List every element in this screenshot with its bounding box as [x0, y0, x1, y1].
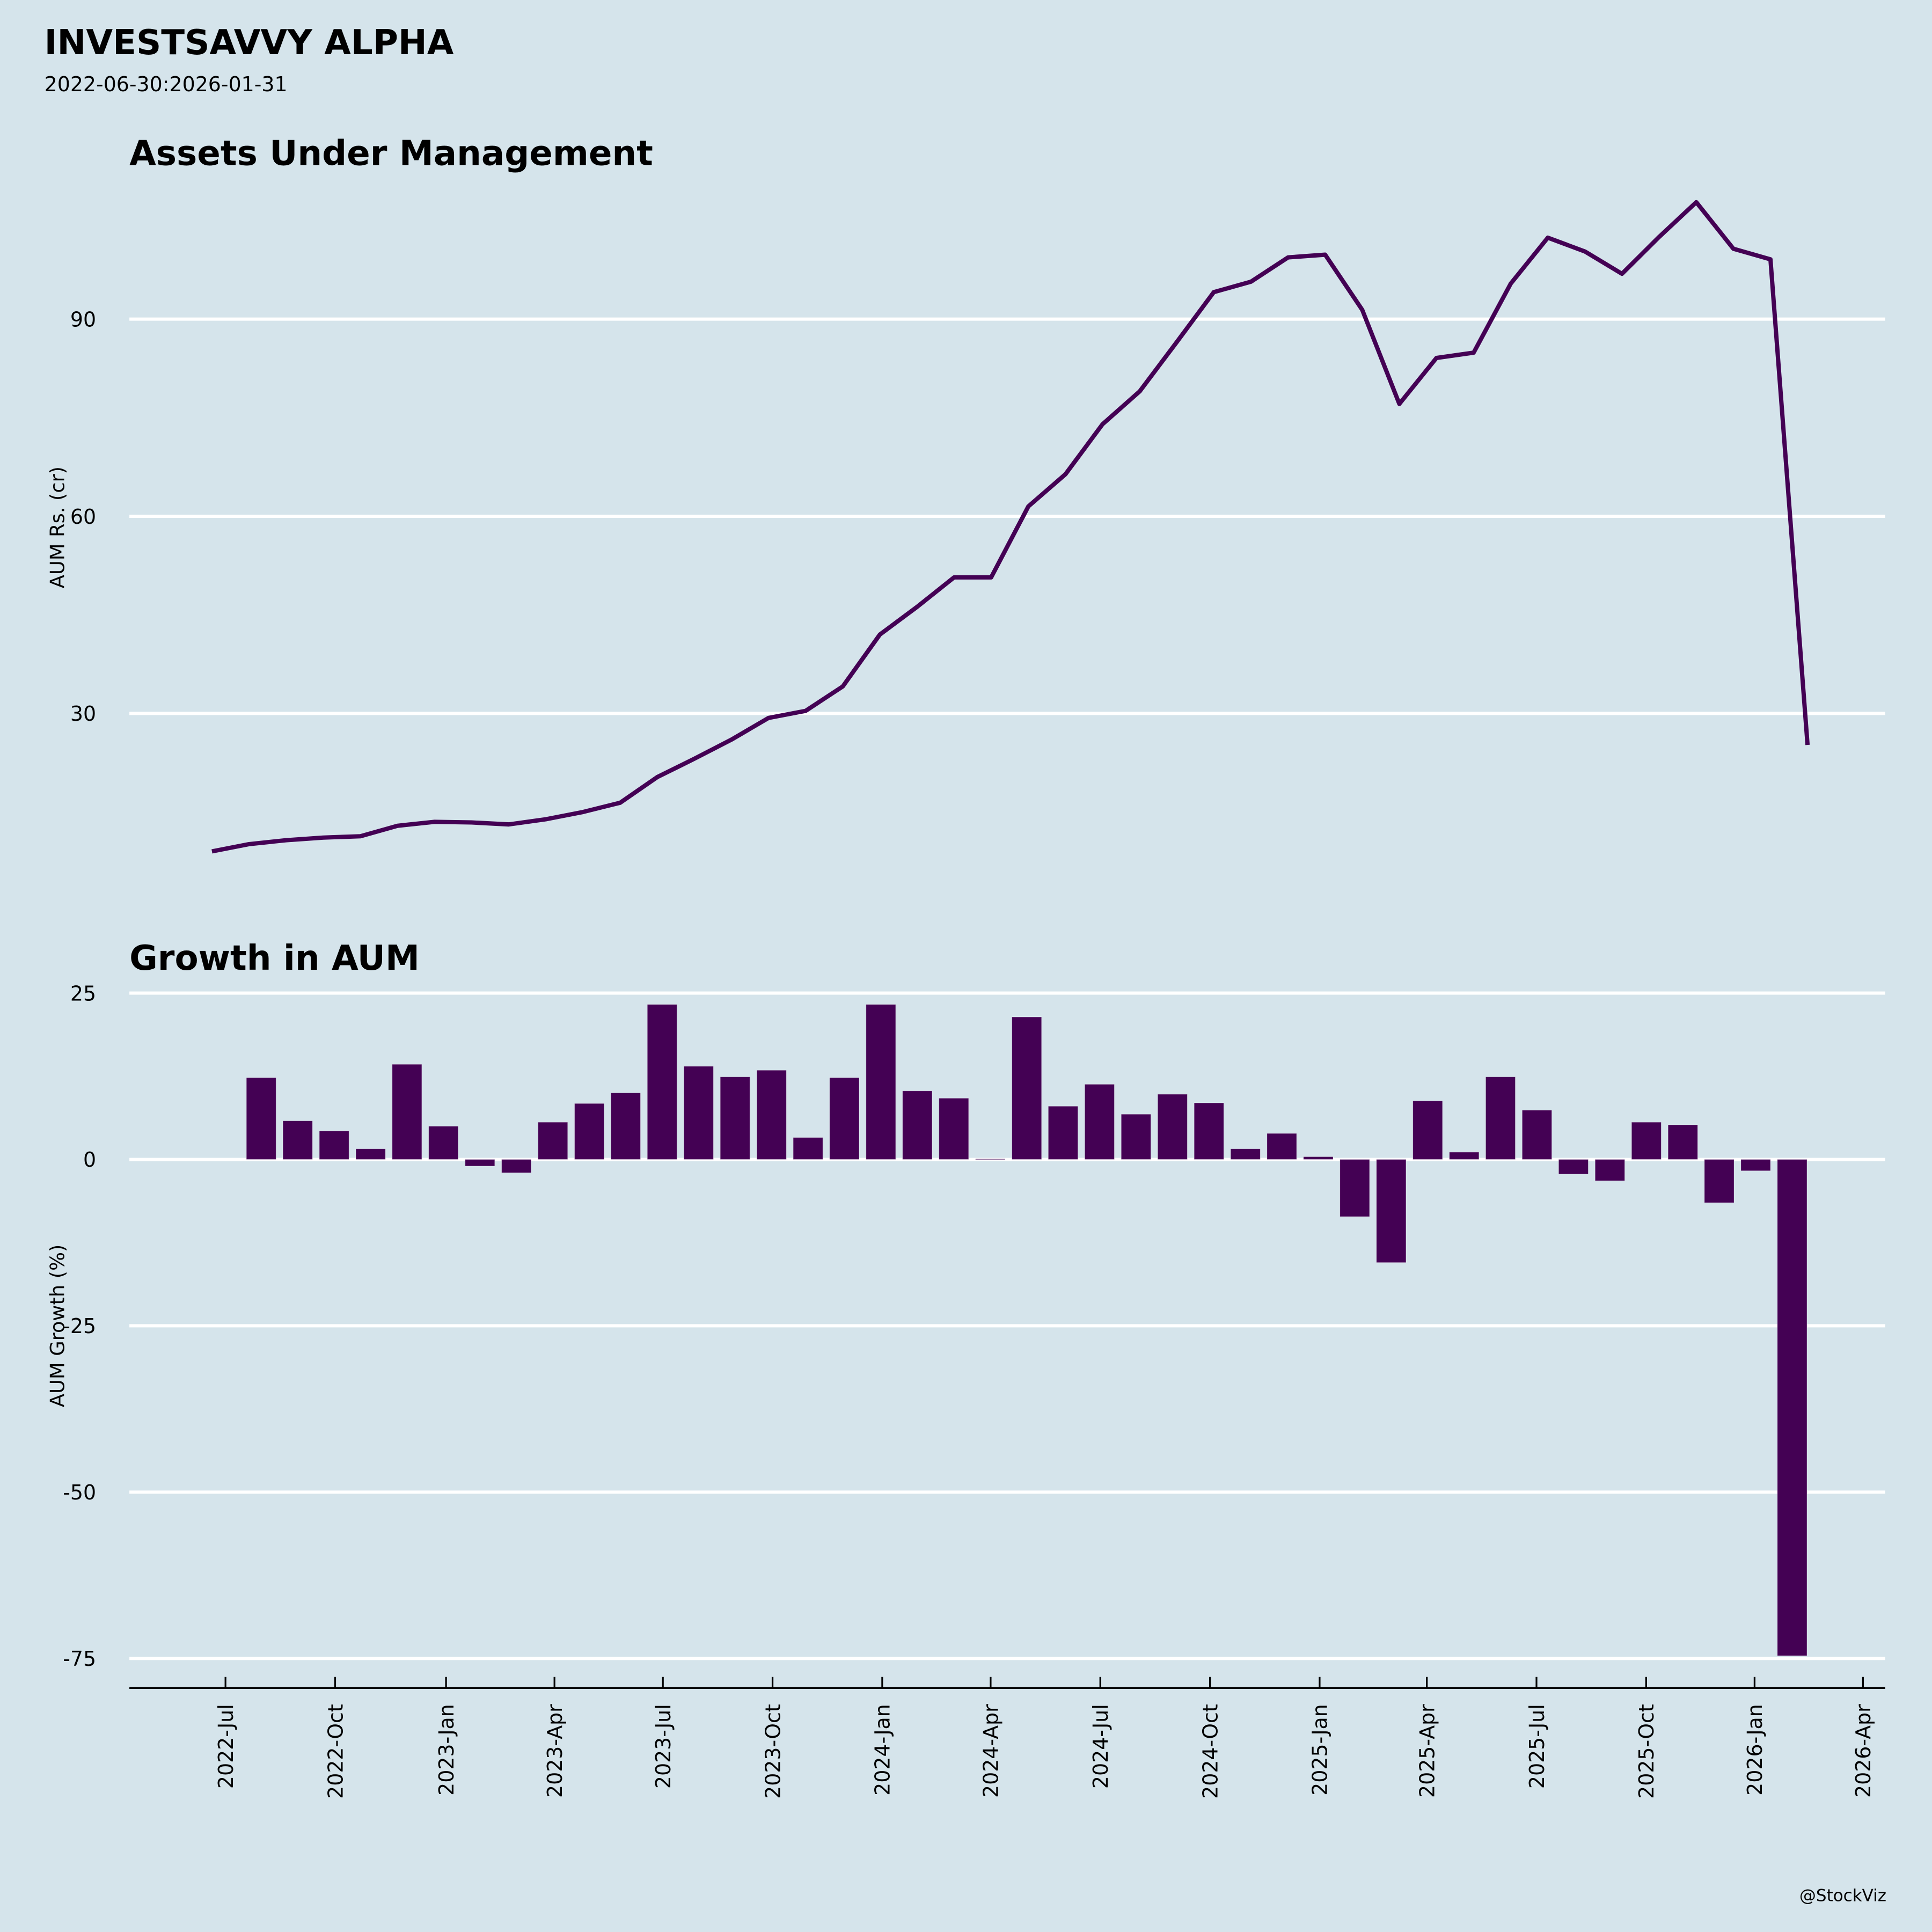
- growth-y-tick-label: -50: [63, 1481, 96, 1504]
- growth-bar: [1631, 1122, 1662, 1160]
- aum-panel: Assets Under Management 30 60 90 AUM Rs. (…: [46, 134, 1885, 854]
- growth-y-tick-label: -75: [63, 1647, 96, 1671]
- aum-y-tick-label: 90: [70, 308, 96, 331]
- growth-bar: [1449, 1152, 1480, 1160]
- aum-chart-title: Assets Under Management: [129, 134, 653, 174]
- growth-bar: [282, 1121, 313, 1160]
- growth-y-axis-label: AUM Growth (%): [46, 1245, 69, 1407]
- growth-y-tick-labels: 25 0 -25 -50 -75: [63, 982, 96, 1671]
- aum-y-tick-label: 60: [70, 505, 96, 529]
- x-tick-label: 2025-Apr: [1415, 1704, 1439, 1798]
- x-tick-label: 2026-Jan: [1743, 1704, 1767, 1796]
- growth-bar: [501, 1159, 532, 1173]
- growth-bar: [1558, 1159, 1589, 1175]
- growth-bar: [1740, 1159, 1771, 1172]
- growth-bar: [720, 1077, 750, 1160]
- x-tick-label: 2022-Oct: [324, 1704, 347, 1799]
- x-tick-label: 2023-Jan: [435, 1704, 458, 1796]
- growth-bar: [574, 1103, 605, 1160]
- x-tick-label: 2023-Jul: [652, 1704, 675, 1789]
- x-tick-label: 2026-Apr: [1851, 1704, 1875, 1798]
- x-tick-label: 2023-Oct: [761, 1704, 785, 1799]
- x-axis-ticks: 2022-Jul 2022-Oct 2023-Jan 2023-Apr 2023-Jul…: [214, 1677, 1875, 1799]
- growth-gridlines: [129, 991, 1885, 1660]
- aum-y-tick-label: 30: [70, 702, 96, 726]
- growth-bar: [1704, 1159, 1735, 1203]
- growth-bar: [647, 1004, 677, 1160]
- growth-bar: [1594, 1159, 1625, 1181]
- growth-bar: [1521, 1110, 1552, 1160]
- aum-data-points: [211, 202, 1808, 852]
- growth-chart-title: Growth in AUM: [129, 938, 420, 978]
- growth-bar: [939, 1097, 969, 1160]
- x-tick-label: 2025-Jan: [1308, 1704, 1332, 1796]
- growth-bar: [1048, 1106, 1078, 1160]
- growth-bar: [756, 1070, 787, 1160]
- page-title: INVESTSAVVY ALPHA: [45, 23, 454, 63]
- growth-bar: [465, 1159, 495, 1167]
- growth-y-tick-label: 25: [70, 982, 96, 1005]
- x-tick-label: 2025-Jul: [1525, 1704, 1549, 1789]
- growth-bar: [1121, 1114, 1151, 1160]
- growth-y-tick-label: 0: [83, 1148, 96, 1172]
- growth-bar: [1485, 1077, 1516, 1160]
- growth-bar: [683, 1066, 714, 1160]
- growth-bar: [1012, 1016, 1042, 1160]
- x-tick-label: 2024-Jan: [871, 1704, 895, 1796]
- growth-bar: [1230, 1148, 1261, 1160]
- x-tick-label: 2023-Apr: [543, 1704, 567, 1798]
- growth-bar: [355, 1148, 386, 1160]
- date-range: 2022-06-30:2026-01-31: [45, 72, 288, 96]
- growth-panel: Growth in AUM 25 0 -25 -50 -75 AUM Growth (%…: [46, 938, 1885, 1799]
- aum-y-axis-label: AUM Rs. (cr): [46, 466, 69, 588]
- growth-bar: [866, 1004, 896, 1160]
- growth-bar: [246, 1077, 276, 1160]
- growth-bar: [1777, 1159, 1807, 1656]
- growth-bar: [1340, 1159, 1370, 1217]
- growth-bar: [1267, 1133, 1297, 1160]
- growth-y-tick-label: -25: [63, 1314, 96, 1338]
- x-tick-label: 2024-Oct: [1198, 1704, 1222, 1799]
- growth-bar: [902, 1091, 933, 1160]
- aum-line-series: [211, 200, 1810, 854]
- footer-credit: @StockViz: [1799, 1886, 1886, 1906]
- x-tick-label: 2024-Apr: [979, 1704, 1003, 1798]
- aum-gridlines: [129, 317, 1885, 715]
- growth-bar: [392, 1064, 422, 1160]
- x-tick-label: 2024-Jul: [1089, 1704, 1113, 1789]
- growth-bar: [1157, 1094, 1188, 1160]
- growth-bar: [1194, 1102, 1224, 1160]
- growth-bar: [1084, 1084, 1115, 1160]
- growth-bar: [428, 1126, 459, 1160]
- growth-bar: [829, 1077, 860, 1160]
- growth-bar: [610, 1093, 641, 1160]
- x-tick-label: 2022-Jul: [214, 1704, 238, 1789]
- growth-bar: [1376, 1159, 1407, 1263]
- x-tick-label: 2025-Oct: [1635, 1704, 1658, 1799]
- growth-bar: [1303, 1156, 1334, 1160]
- growth-bar: [1413, 1100, 1443, 1160]
- growth-bar: [793, 1137, 823, 1160]
- growth-bar: [538, 1122, 568, 1160]
- aum-y-tick-labels: 30 60 90: [70, 308, 96, 726]
- growth-bar: [1667, 1124, 1698, 1160]
- growth-bars: [246, 1004, 1807, 1656]
- growth-bar: [319, 1130, 349, 1160]
